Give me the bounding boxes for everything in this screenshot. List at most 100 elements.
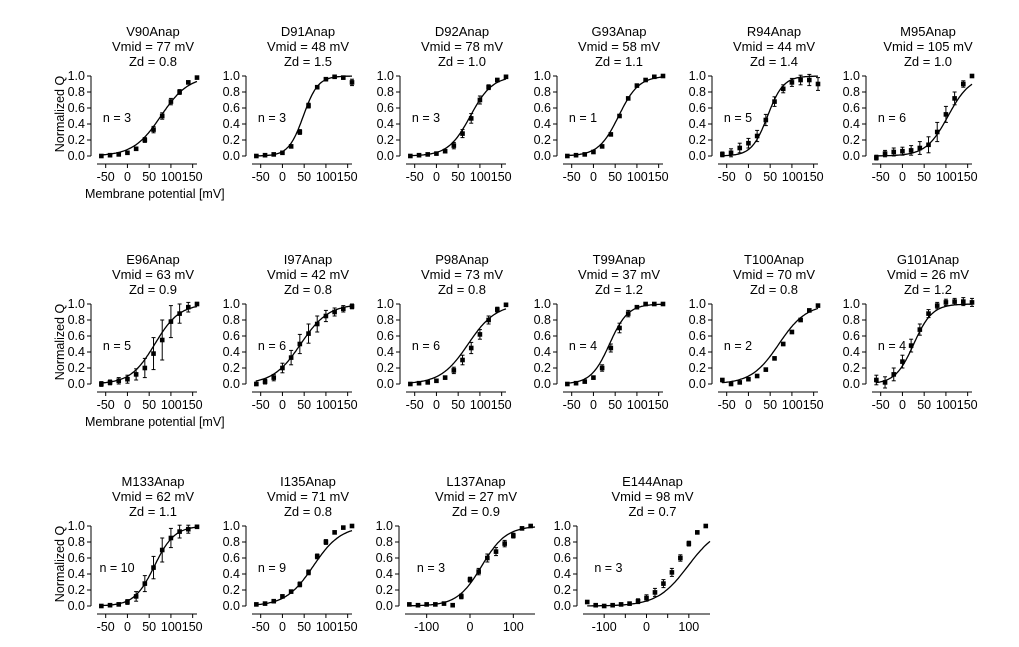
x-tick-label: 50 (917, 170, 931, 184)
chart-title: G101Anap (897, 252, 959, 267)
data-point (934, 303, 940, 308)
x-tick-label: 0 (590, 170, 597, 184)
y-tick-label: 0.0 (223, 599, 240, 613)
data-point (341, 75, 346, 80)
x-tick-label: 0 (124, 398, 131, 412)
data-point (254, 153, 259, 159)
data-point (142, 581, 148, 586)
x-tick-label: 100150 (936, 170, 978, 184)
data-point (451, 143, 457, 148)
data-point (625, 96, 631, 101)
x-tick-label: -50 (563, 170, 581, 184)
data-point (728, 150, 734, 156)
y-tick-label: 0.0 (534, 149, 551, 163)
data-point (503, 302, 509, 308)
data-point (341, 525, 346, 530)
fit-curve (721, 75, 819, 157)
data-point (720, 377, 725, 383)
data-point (332, 309, 337, 315)
data-point (610, 602, 615, 608)
data-point (772, 356, 777, 361)
chart-title: T100Anap (744, 252, 804, 267)
y-tick-label: 0.4 (689, 345, 706, 359)
y-tick-label: 0.6 (376, 551, 393, 565)
data-point (584, 599, 590, 605)
chart-title: Vmid = 62 mV (112, 489, 194, 504)
data-point (434, 378, 439, 384)
x-tick-label: 50 (297, 170, 311, 184)
data-point (314, 554, 320, 559)
chart-title: M95Anap (900, 24, 956, 39)
data-point (451, 368, 457, 373)
chart-title: D92Anap (435, 24, 489, 39)
x-tick-label: 0 (279, 398, 286, 412)
data-point (349, 523, 355, 529)
chart-title: Zd = 0.9 (129, 282, 177, 297)
y-tick-label: 0.8 (223, 85, 240, 99)
data-point (476, 569, 481, 574)
x-tick-label: 100150 (161, 170, 203, 184)
data-point (271, 152, 277, 157)
x-tick-label: 0 (590, 398, 597, 412)
x-tick-label: 100 (678, 620, 699, 634)
x-tick-label: 100150 (316, 398, 358, 412)
data-point (416, 380, 422, 386)
y-tick-label: 1.0 (68, 297, 85, 311)
data-point (485, 555, 490, 561)
data-point (737, 380, 743, 385)
data-point (891, 372, 897, 377)
data-point (297, 129, 303, 135)
n-label: n = 5 (103, 339, 131, 353)
data-point (969, 73, 975, 79)
y-tick-label: 1.0 (376, 519, 393, 533)
data-point (780, 341, 786, 347)
data-point (116, 378, 122, 384)
data-point (441, 601, 447, 606)
data-point (99, 381, 104, 387)
y-tick-label: 0.6 (68, 101, 85, 115)
chart-title: Vmid = 58 mV (578, 39, 660, 54)
data-point (599, 365, 605, 371)
y-tick-label: 0.4 (68, 345, 85, 359)
y-tick-label: 0.6 (223, 329, 240, 343)
x-tick-label: -50 (718, 398, 736, 412)
data-point (652, 301, 657, 307)
x-tick-label: 0 (899, 170, 906, 184)
data-point (591, 375, 596, 380)
data-point (891, 149, 897, 155)
data-point (151, 351, 156, 356)
chart-title: Vmid = 73 mV (421, 267, 503, 282)
data-point (917, 327, 923, 332)
x-tick-label: -50 (252, 398, 270, 412)
data-point (125, 150, 130, 156)
y-tick-label: 0.0 (843, 377, 860, 391)
chart-title: Vmid = 105 mV (883, 39, 973, 54)
x-tick-label: -50 (97, 398, 115, 412)
chart-title: Zd = 0.8 (284, 504, 332, 519)
data-point (434, 151, 439, 156)
data-point (433, 602, 438, 607)
data-point (133, 372, 139, 377)
data-point (323, 313, 329, 319)
data-point (573, 380, 579, 386)
x-tick-label: 50 (917, 398, 931, 412)
data-point (415, 602, 421, 608)
chart-title: Zd = 0.8 (438, 282, 486, 297)
data-point (467, 577, 473, 582)
data-point (107, 380, 113, 385)
data-point (314, 84, 320, 90)
y-tick-label: 0.6 (377, 101, 394, 115)
y-tick-label: 1.0 (377, 69, 394, 83)
data-point (908, 343, 914, 348)
y-tick-label: 1.0 (689, 69, 706, 83)
x-tick-label: 100150 (161, 398, 203, 412)
data-point (254, 602, 259, 607)
y-tick-label: 0.2 (68, 583, 85, 597)
y-tick-label: 0.8 (843, 85, 860, 99)
y-tick-label: 1.0 (554, 519, 571, 533)
y-tick-label: 0.2 (376, 583, 393, 597)
y-tick-label: 0.6 (223, 101, 240, 115)
data-point (306, 570, 311, 575)
y-tick-label: 1.0 (68, 519, 85, 533)
chart-title: Vmid = 77 mV (112, 39, 194, 54)
